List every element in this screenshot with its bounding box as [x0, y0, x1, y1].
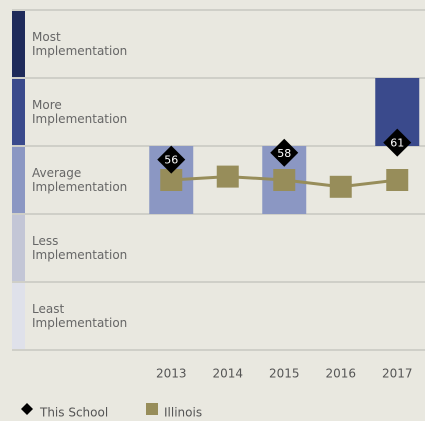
marker-diamond — [270, 138, 299, 167]
band-label: Least Implementation — [32, 302, 128, 330]
band-label: Most Implementation — [32, 30, 128, 58]
x-tick-label: 2015 — [269, 367, 300, 381]
band-strip — [12, 79, 25, 145]
band-label: Less Implementation — [32, 234, 128, 262]
band-strip — [12, 283, 25, 349]
legend-label: Illinois — [164, 406, 202, 420]
legend-marker — [146, 403, 158, 415]
x-tick-label: 2017 — [382, 367, 413, 381]
x-tick-label: 2014 — [212, 367, 243, 381]
band-strip — [12, 215, 25, 281]
band-label: More Implementation — [32, 98, 128, 126]
band-label: Average Implementation — [32, 166, 128, 194]
data-label: 58 — [277, 147, 291, 160]
x-tick-label: 2016 — [325, 367, 356, 381]
marker-square — [386, 169, 409, 191]
data-label: 56 — [164, 154, 178, 167]
marker-square — [216, 165, 239, 188]
band-strip — [12, 147, 25, 213]
legend-marker — [21, 403, 33, 415]
data-label: 61 — [390, 137, 404, 150]
marker-diamond — [157, 145, 186, 174]
marker-square — [273, 169, 296, 191]
x-tick-label: 2013 — [156, 367, 187, 381]
legend-label: This School — [39, 406, 108, 420]
marker-diamond — [383, 128, 412, 157]
marker-square — [329, 175, 352, 198]
band-strip — [12, 11, 25, 77]
marker-square — [160, 169, 183, 191]
